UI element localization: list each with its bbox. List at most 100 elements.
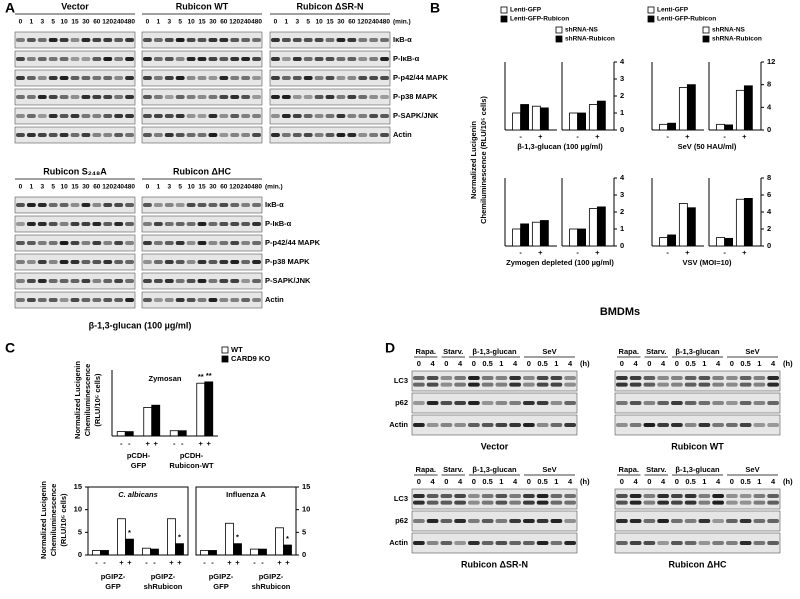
y-tick-label: 4 (767, 102, 772, 111)
blot-band (186, 57, 196, 61)
blot-band (175, 114, 185, 118)
group-label: GFP (131, 461, 146, 470)
blot (411, 488, 578, 510)
blot-band (314, 76, 324, 80)
blot-band (70, 57, 80, 61)
blot-band (81, 203, 91, 207)
blot-band (26, 38, 36, 42)
blot-band (252, 298, 261, 302)
blot-band (281, 95, 291, 99)
y-axis-label: Normalized Lucigenin (39, 481, 48, 559)
legend-swatch (500, 6, 508, 14)
blot-band (767, 401, 779, 405)
blot-band (271, 133, 280, 137)
blot-band (37, 133, 47, 137)
blot-band (380, 133, 389, 137)
blot-band (208, 279, 218, 283)
blot-band (739, 423, 752, 427)
blot (141, 69, 263, 87)
blot-band (103, 57, 113, 61)
time-label: 240 (368, 19, 379, 26)
time-label: 15 (198, 19, 206, 26)
blot-band (59, 76, 69, 80)
blot-band (767, 494, 779, 498)
blot-band (426, 401, 439, 405)
significance: ** (206, 371, 212, 380)
legend-label: CARD9 KO (231, 354, 270, 363)
blot-band (208, 298, 218, 302)
blot-band (92, 133, 102, 137)
legend-label: Lenti-GFP-Rubicon (510, 16, 569, 23)
blot-band (164, 279, 174, 283)
blot-band (292, 133, 302, 137)
y-tick-label: 10 (74, 505, 82, 514)
blot-band (671, 500, 683, 505)
x-tick-label: - (145, 558, 148, 567)
blot-band (143, 133, 152, 137)
blot-band (48, 241, 58, 245)
time-label: 5 (51, 19, 55, 26)
y-tick-label: 15 (302, 482, 310, 491)
blot-band (509, 376, 521, 380)
time-label: 0 (620, 477, 624, 486)
blot-band (114, 76, 124, 80)
blot-band (125, 279, 134, 283)
row-label: IκB-α (393, 35, 412, 44)
y-axis-label: Chemiluminescence (83, 364, 92, 437)
blot-band (314, 38, 324, 42)
y-tick-label: 0 (620, 125, 624, 134)
blot-band (347, 38, 357, 42)
legend-label: shRNA-NS (712, 27, 746, 34)
blot-band (303, 76, 313, 80)
time-label: 4 (431, 359, 436, 368)
y-axis-label: (RLU/10⁵ cells) (59, 493, 68, 547)
blot-band (564, 494, 576, 498)
time-label: 1 (499, 359, 503, 368)
legend-label: Lenti-GFP (510, 7, 542, 14)
blot-band (564, 376, 576, 380)
time-label: 0 (444, 359, 448, 368)
blot-band (219, 57, 229, 61)
time-label: 60 (348, 19, 356, 26)
time-label: 1 (702, 359, 706, 368)
blot-band (153, 76, 163, 80)
time-label: 4 (771, 477, 776, 486)
blot-band (369, 76, 379, 80)
blot-band (303, 95, 313, 99)
time-label: 15 (326, 19, 334, 26)
blot-band (536, 519, 549, 523)
time-label: 3 (167, 184, 171, 191)
blot-band (208, 241, 218, 245)
blot-band (347, 95, 357, 99)
blot-band (413, 382, 425, 387)
bar (117, 518, 126, 556)
x-tick-label: - (519, 132, 522, 141)
blot-band (536, 494, 549, 498)
y-tick-label: 1 (620, 224, 624, 233)
bar (275, 527, 284, 556)
blot-band (37, 279, 47, 283)
blot-band (358, 76, 368, 80)
row-label: IκB-α (265, 200, 284, 209)
blot-band (252, 222, 261, 226)
unit-label: (min.) (265, 184, 283, 191)
blot-band (292, 38, 302, 42)
blot-band (629, 376, 642, 380)
blot-band (143, 38, 152, 42)
bar (142, 547, 151, 556)
blot-band (125, 222, 134, 226)
blot-band (454, 541, 466, 545)
time-label: 0.5 (537, 477, 547, 486)
row-label: Actin (389, 420, 408, 429)
blot-band (495, 494, 508, 498)
blot-band (125, 133, 134, 137)
blot-band (413, 541, 425, 545)
unit-label: (h) (580, 477, 590, 486)
blot-band (175, 260, 185, 264)
bar (743, 85, 753, 131)
blot-band (114, 133, 124, 137)
blot-band (208, 57, 218, 61)
legend-swatch (702, 26, 710, 34)
blot-band (143, 95, 152, 99)
